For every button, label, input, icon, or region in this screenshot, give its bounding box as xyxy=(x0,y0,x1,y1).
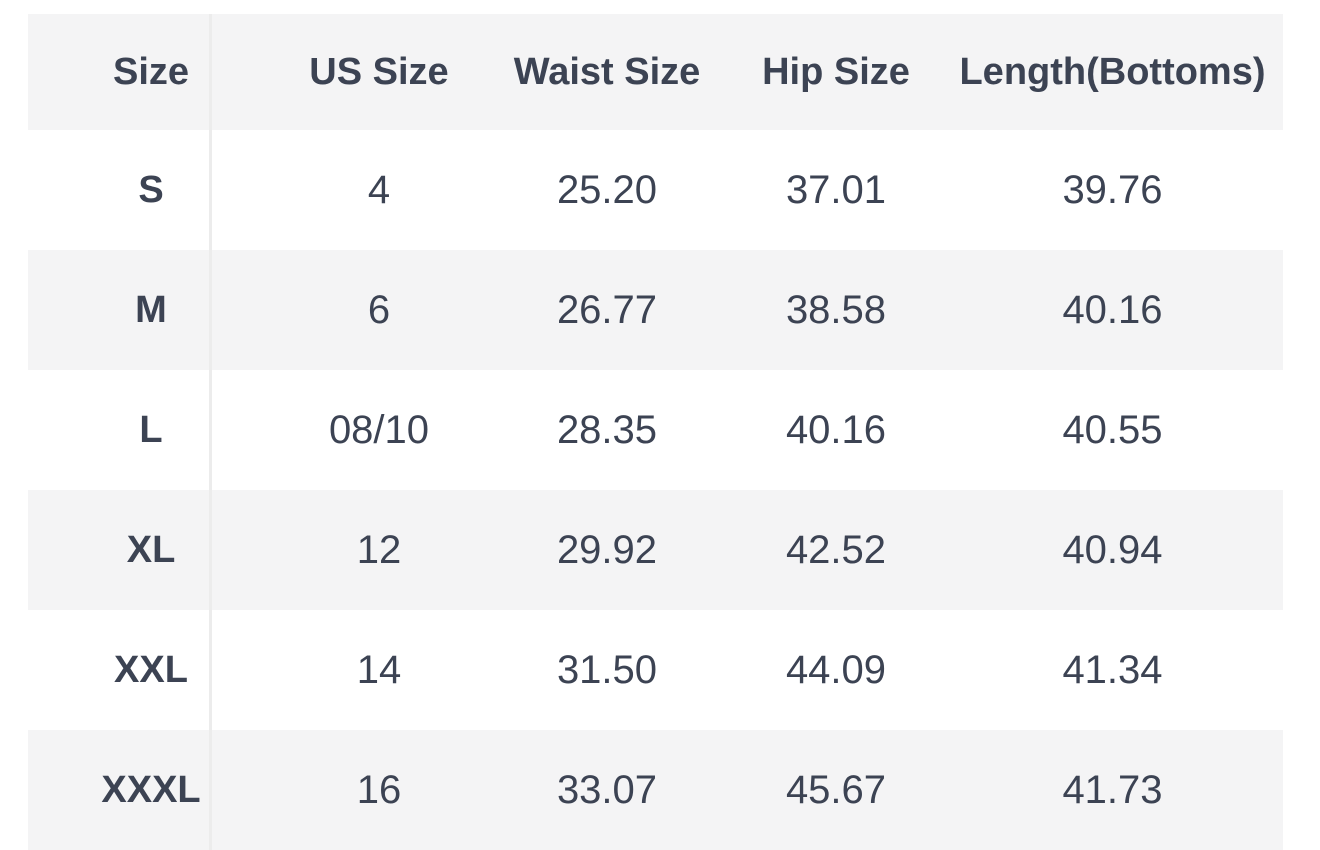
size-chart-header-row: Size US Size Waist Size Hip Size Length(… xyxy=(28,14,1283,130)
column-header-length-bottoms: Length(Bottoms) xyxy=(959,51,1266,93)
table-row-l: L 08/10 28.35 40.16 40.55 xyxy=(28,370,1283,490)
cell-hip-size: 44.09 xyxy=(785,648,887,692)
column-header-size: Size xyxy=(112,51,190,93)
cell-length-bottoms: 40.55 xyxy=(1062,408,1163,452)
cell-waist-size: 29.92 xyxy=(556,528,658,572)
cell-waist-size: 33.07 xyxy=(556,768,658,812)
cell-length-bottoms: 40.16 xyxy=(1062,288,1163,332)
cell-length-bottoms: 40.94 xyxy=(1062,528,1163,572)
cell-hip-size: 40.16 xyxy=(785,408,887,452)
cell-waist-size: 31.50 xyxy=(556,648,658,692)
table-row-s: S 4 25.20 37.01 39.76 xyxy=(28,130,1283,250)
cell-size: L xyxy=(139,409,163,451)
table-row-xxl: XXL 14 31.50 44.09 41.34 xyxy=(28,610,1283,730)
cell-size: XL xyxy=(126,529,176,571)
cell-us-size: 12 xyxy=(356,528,402,572)
cell-length-bottoms: 41.34 xyxy=(1062,648,1163,692)
cell-hip-size: 37.01 xyxy=(785,168,887,212)
cell-waist-size: 25.20 xyxy=(556,168,658,212)
cell-us-size: 16 xyxy=(356,768,402,812)
cell-waist-size: 28.35 xyxy=(556,408,658,452)
column-header-waist-size: Waist Size xyxy=(513,51,701,93)
cell-waist-size: 26.77 xyxy=(556,288,658,332)
column-divider xyxy=(209,14,212,850)
table-row-xl: XL 12 29.92 42.52 40.94 xyxy=(28,490,1283,610)
cell-us-size: 14 xyxy=(356,648,402,692)
cell-hip-size: 38.58 xyxy=(785,288,887,332)
cell-size: S xyxy=(138,169,164,211)
table-row-xxxl: XXXL 16 33.07 45.67 41.73 xyxy=(28,730,1283,850)
size-chart-table: Size US Size Waist Size Hip Size Length(… xyxy=(28,14,1283,850)
cell-size: XXXL xyxy=(101,769,201,811)
table-row-m: M 6 26.77 38.58 40.16 xyxy=(28,250,1283,370)
cell-hip-size: 42.52 xyxy=(785,528,887,572)
column-header-hip-size: Hip Size xyxy=(762,51,910,93)
cell-length-bottoms: 41.73 xyxy=(1062,768,1163,812)
cell-us-size: 08/10 xyxy=(328,408,430,452)
cell-us-size: 4 xyxy=(367,168,391,212)
column-header-us-size: US Size xyxy=(309,51,449,93)
cell-length-bottoms: 39.76 xyxy=(1062,168,1163,212)
cell-size: XXL xyxy=(114,649,188,691)
cell-hip-size: 45.67 xyxy=(785,768,887,812)
cell-us-size: 6 xyxy=(367,288,391,332)
cell-size: M xyxy=(135,289,167,331)
